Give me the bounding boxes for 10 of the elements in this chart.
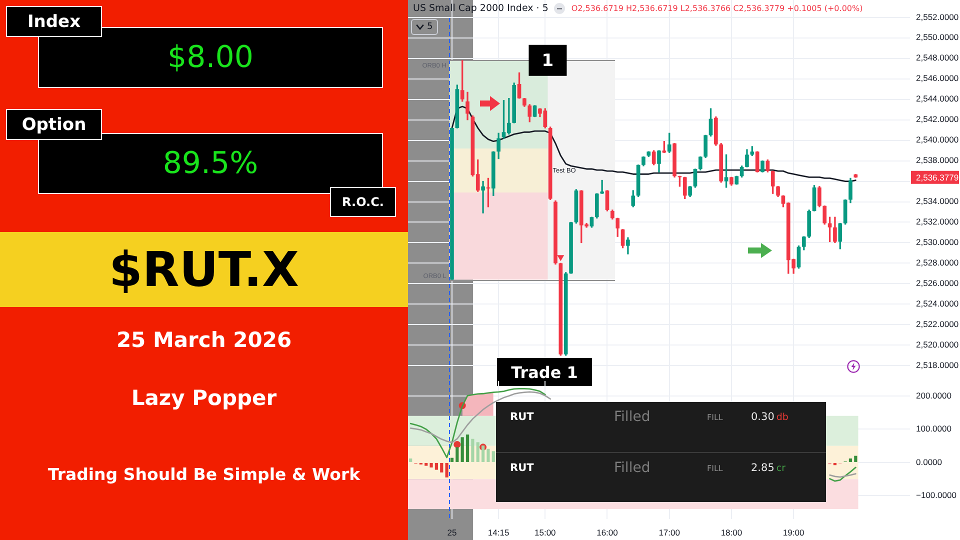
text: $8.00 bbox=[168, 40, 254, 75]
text: Lazy Popper bbox=[131, 386, 277, 410]
text: $RUT.X bbox=[108, 242, 300, 298]
text: 25 March 2026 bbox=[116, 328, 292, 352]
text: 89.5% bbox=[162, 146, 258, 181]
text: R.O.C. bbox=[342, 195, 384, 209]
text: Option bbox=[22, 114, 86, 134]
text: Index bbox=[27, 12, 81, 32]
bar bbox=[409, 458, 412, 462]
text: Trading Should Be Simple & Work bbox=[48, 464, 360, 484]
